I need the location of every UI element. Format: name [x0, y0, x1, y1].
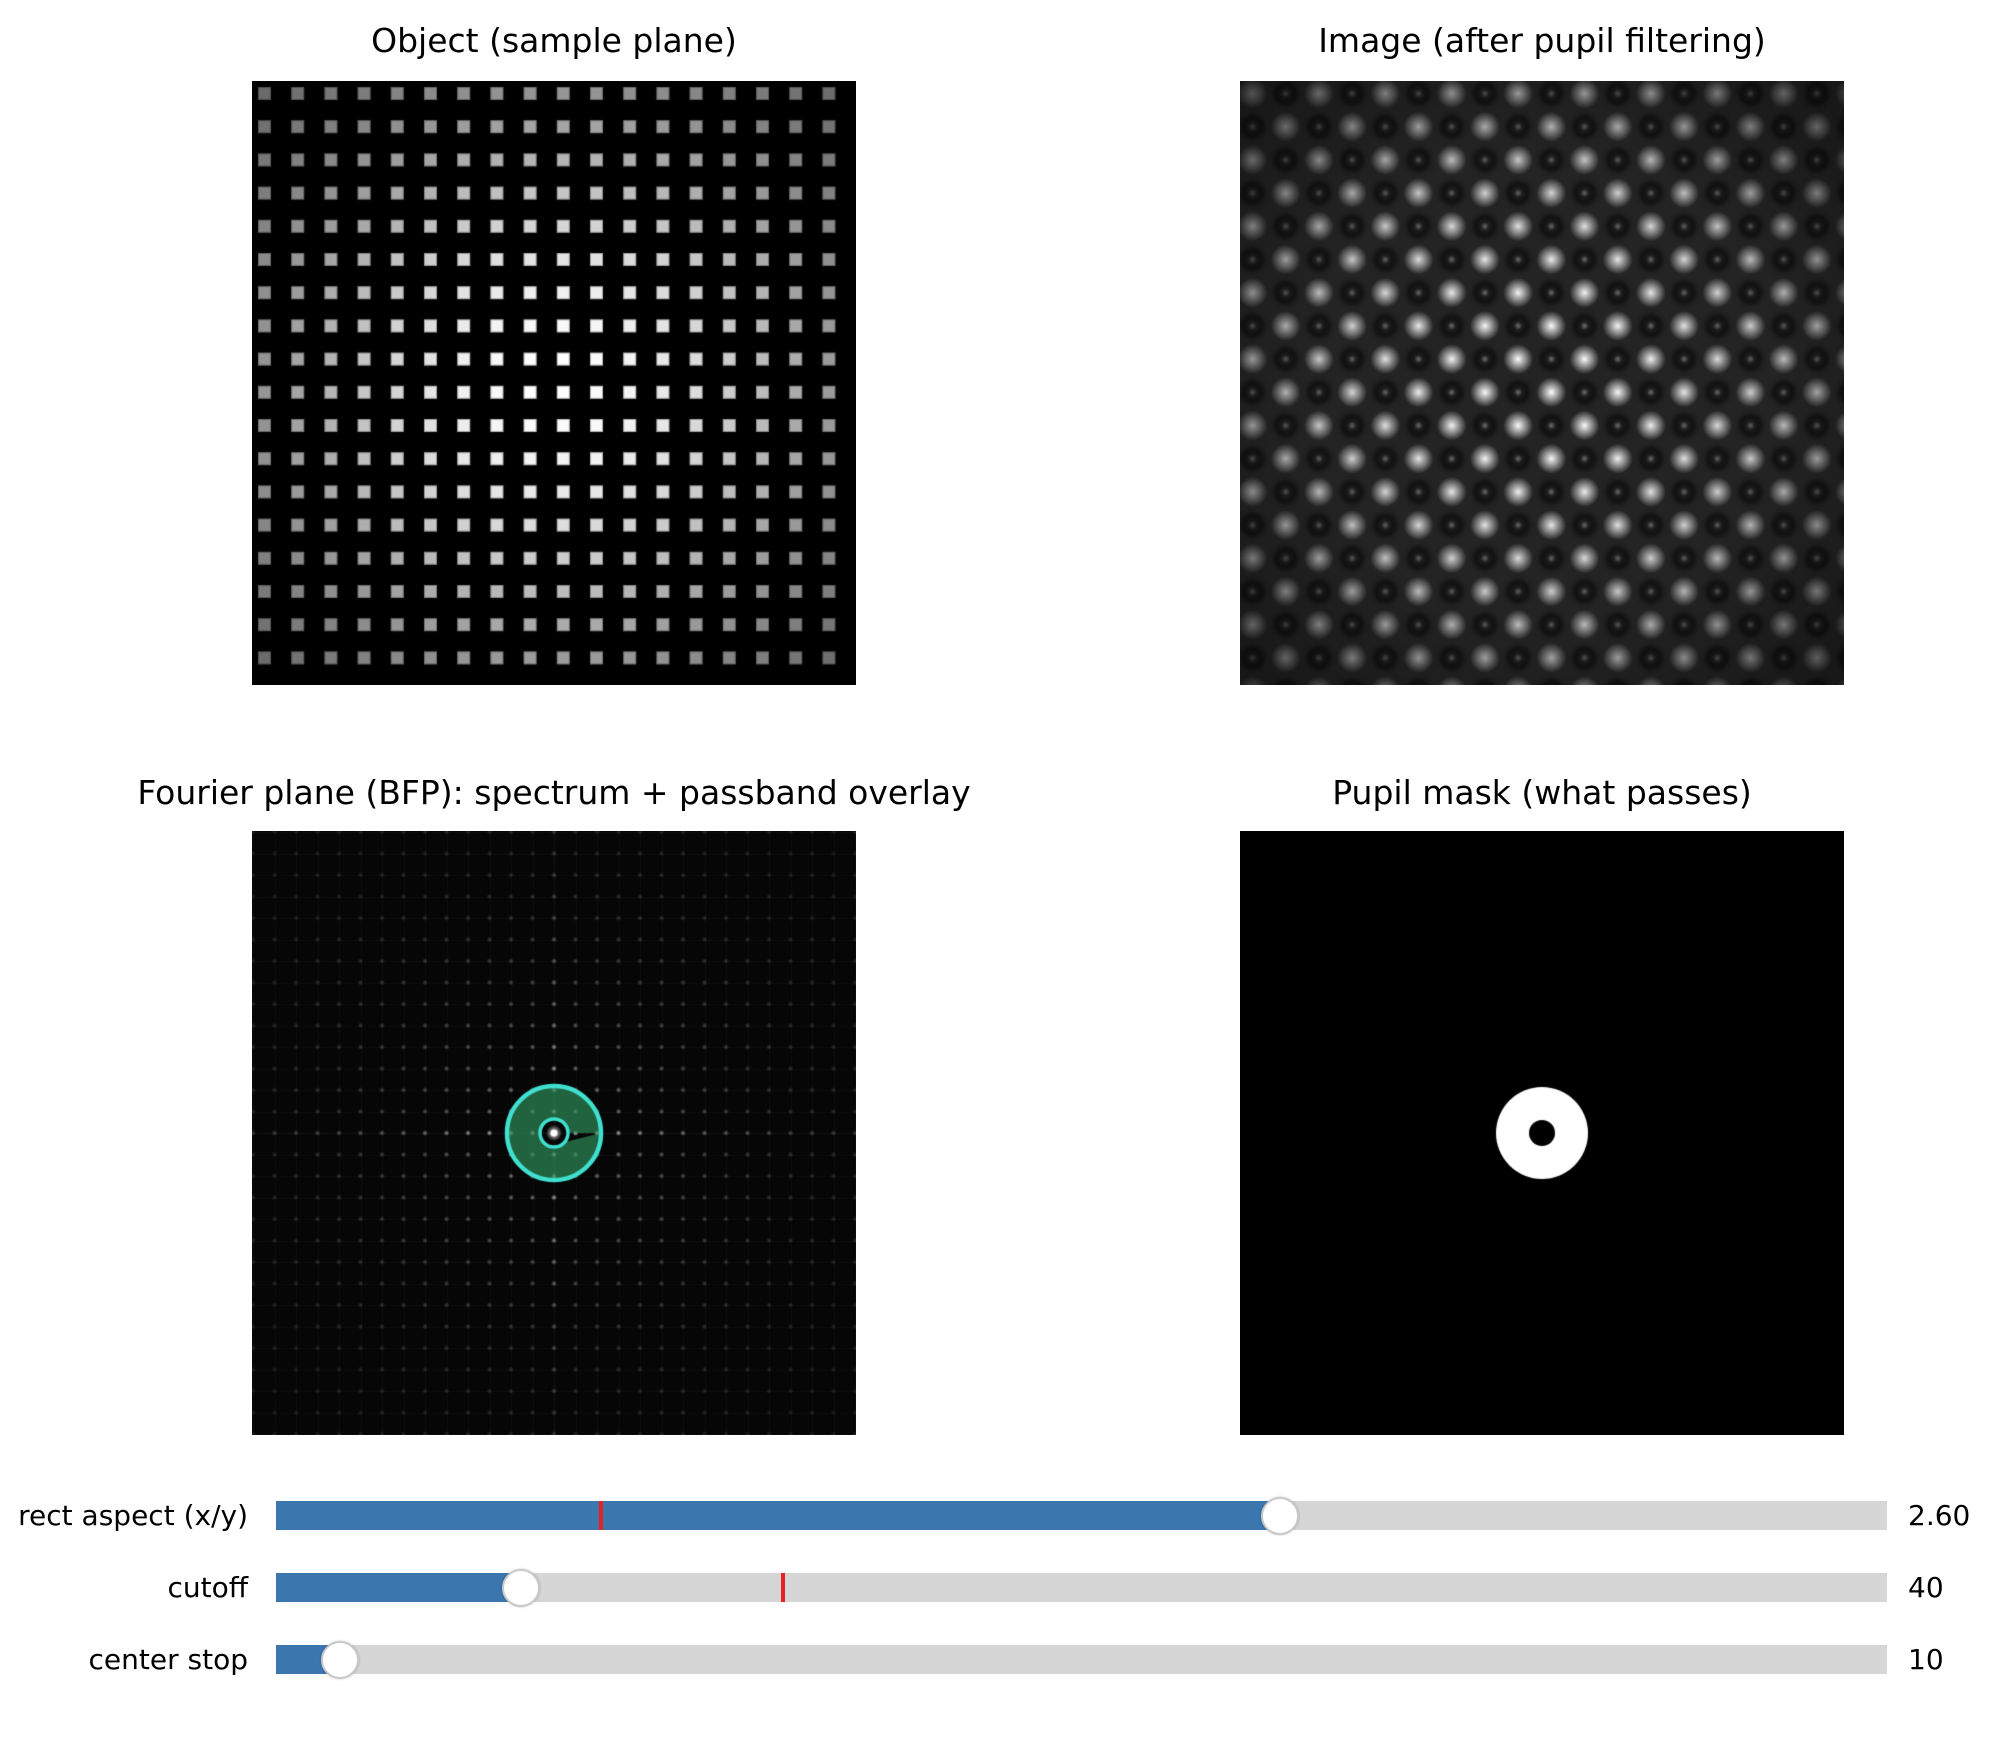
slider-track-cutoff[interactable]	[276, 1568, 1887, 1607]
slider-value-center-stop: 10	[1908, 1643, 1944, 1676]
slider-row-cutoff: cutoff 40	[0, 1568, 1992, 1607]
slider-track-rect-aspect[interactable]	[276, 1496, 1887, 1535]
fourier-panel-title: Fourier plane (BFP): spectrum + passband…	[137, 773, 971, 812]
slider-track-center-stop[interactable]	[276, 1640, 1887, 1679]
slider-row-rect-aspect: rect aspect (x/y) 2.60	[0, 1496, 1992, 1535]
slider-handle-rect-aspect[interactable]	[1260, 1496, 1299, 1535]
slider-fill-cutoff	[276, 1573, 521, 1602]
filtered-image	[1240, 81, 1844, 685]
slider-handle-cutoff[interactable]	[501, 1568, 540, 1607]
slider-label-cutoff: cutoff	[167, 1571, 248, 1604]
slider-row-center-stop: center stop 10	[0, 1640, 1992, 1679]
slider-fill-rect-aspect	[276, 1501, 1280, 1530]
slider-label-center-stop: center stop	[88, 1643, 248, 1676]
image-panel	[1240, 81, 1844, 685]
slider-init-marker-cutoff	[781, 1573, 786, 1602]
image-panel-title: Image (after pupil filtering)	[1318, 21, 1766, 60]
slider-label-rect-aspect: rect aspect (x/y)	[18, 1499, 248, 1532]
object-panel-title: Object (sample plane)	[371, 21, 737, 60]
fourier-panel	[252, 831, 856, 1435]
slider-handle-center-stop[interactable]	[321, 1640, 360, 1679]
pupil-panel	[1240, 831, 1844, 1435]
slider-value-rect-aspect: 2.60	[1908, 1499, 1971, 1532]
slider-value-cutoff: 40	[1908, 1571, 1944, 1604]
object-panel	[252, 81, 856, 685]
fourier-spectrum-image	[252, 831, 856, 1435]
slider-init-marker-rect-aspect	[599, 1501, 604, 1530]
pupil-mask-image	[1240, 831, 1844, 1435]
object-plane-image	[252, 81, 856, 685]
pupil-panel-title: Pupil mask (what passes)	[1332, 773, 1752, 812]
